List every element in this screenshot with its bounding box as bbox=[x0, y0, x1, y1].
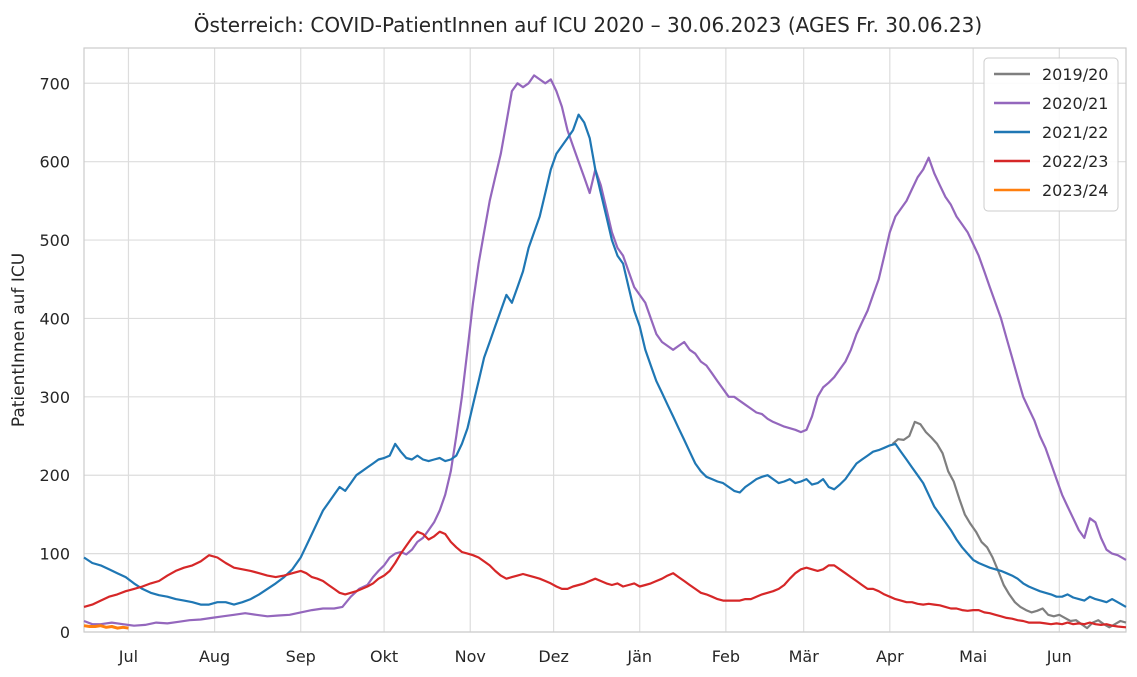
legend-entry: 2022/23 bbox=[1042, 152, 1108, 171]
x-tick-label: Mai bbox=[959, 647, 987, 666]
series-line-2023-24 bbox=[83, 624, 129, 630]
legend-entry: 2019/20 bbox=[1042, 65, 1108, 84]
y-tick-label: 200 bbox=[39, 466, 70, 485]
chart-title: Österreich: COVID-PatientInnen auf ICU 2… bbox=[194, 13, 982, 37]
x-tick-label: Jun bbox=[1046, 647, 1072, 666]
y-tick-label: 600 bbox=[39, 153, 70, 172]
x-tick-label: Jän bbox=[626, 647, 652, 666]
legend-entry: 2023/24 bbox=[1042, 181, 1108, 200]
x-tick-label: Mär bbox=[789, 647, 820, 666]
series-line-2019-20 bbox=[891, 420, 1127, 630]
x-tick-label: Feb bbox=[712, 647, 740, 666]
x-tick-label: Okt bbox=[370, 647, 398, 666]
plot-frame bbox=[83, 47, 1127, 633]
legend: 2019/20 2020/21 2021/22 2022/23 2023/24 bbox=[983, 57, 1119, 212]
y-tick-label: 300 bbox=[39, 388, 70, 407]
legend-entry: 2020/21 bbox=[1042, 94, 1108, 113]
x-tick-label: Nov bbox=[455, 647, 486, 666]
x-axis-ticks: Jul Aug Sep Okt Nov Dez Jän Feb Mär Apr Mai Jun bbox=[118, 647, 1072, 666]
x-tick-label: Jul bbox=[118, 647, 138, 666]
legend-entry: 2021/22 bbox=[1042, 123, 1108, 142]
y-tick-label: 0 bbox=[60, 623, 70, 642]
x-tick-label: Sep bbox=[286, 647, 316, 666]
x-tick-label: Aug bbox=[199, 647, 230, 666]
series-line-2021-22 bbox=[83, 113, 1127, 608]
y-tick-label: 700 bbox=[39, 74, 70, 93]
x-tick-label: Apr bbox=[876, 647, 904, 666]
y-axis-label: PatientInnen auf ICU bbox=[9, 253, 29, 427]
y-tick-label: 500 bbox=[39, 231, 70, 250]
series-line-2020-21 bbox=[83, 74, 1127, 627]
y-tick-label: 400 bbox=[39, 309, 70, 328]
series-line-2022-23 bbox=[83, 530, 1127, 629]
legend-box bbox=[983, 57, 1119, 212]
y-axis-ticks: 0 100 200 300 400 500 600 700 bbox=[39, 74, 70, 642]
gridlines bbox=[84, 48, 1126, 633]
x-tick-label: Dez bbox=[538, 647, 569, 666]
series-lines bbox=[83, 74, 1127, 630]
y-tick-label: 100 bbox=[39, 545, 70, 564]
